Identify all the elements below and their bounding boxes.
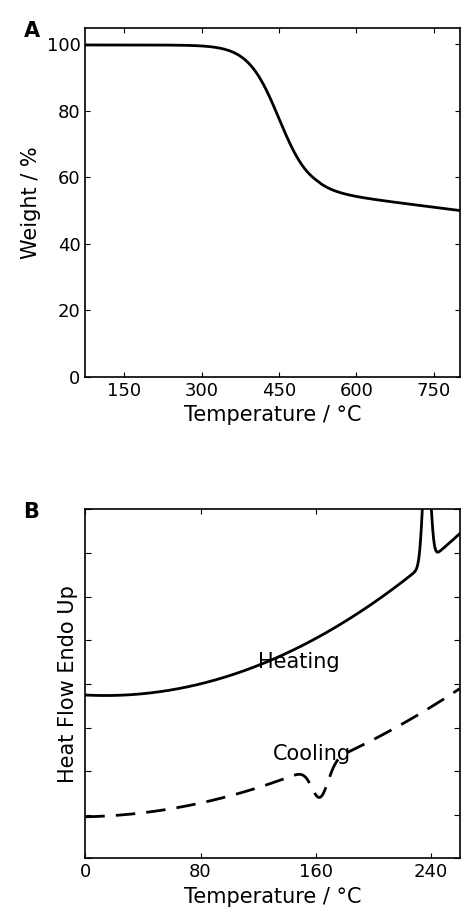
X-axis label: Temperature / °C: Temperature / °C: [184, 405, 361, 426]
Text: Cooling: Cooling: [273, 745, 351, 764]
Y-axis label: Heat Flow Endo Up: Heat Flow Endo Up: [58, 585, 78, 783]
Text: Heating: Heating: [258, 653, 340, 672]
Text: A: A: [24, 20, 40, 41]
X-axis label: Temperature / °C: Temperature / °C: [184, 887, 361, 906]
Y-axis label: Weight / %: Weight / %: [21, 146, 41, 258]
Text: B: B: [24, 502, 39, 522]
